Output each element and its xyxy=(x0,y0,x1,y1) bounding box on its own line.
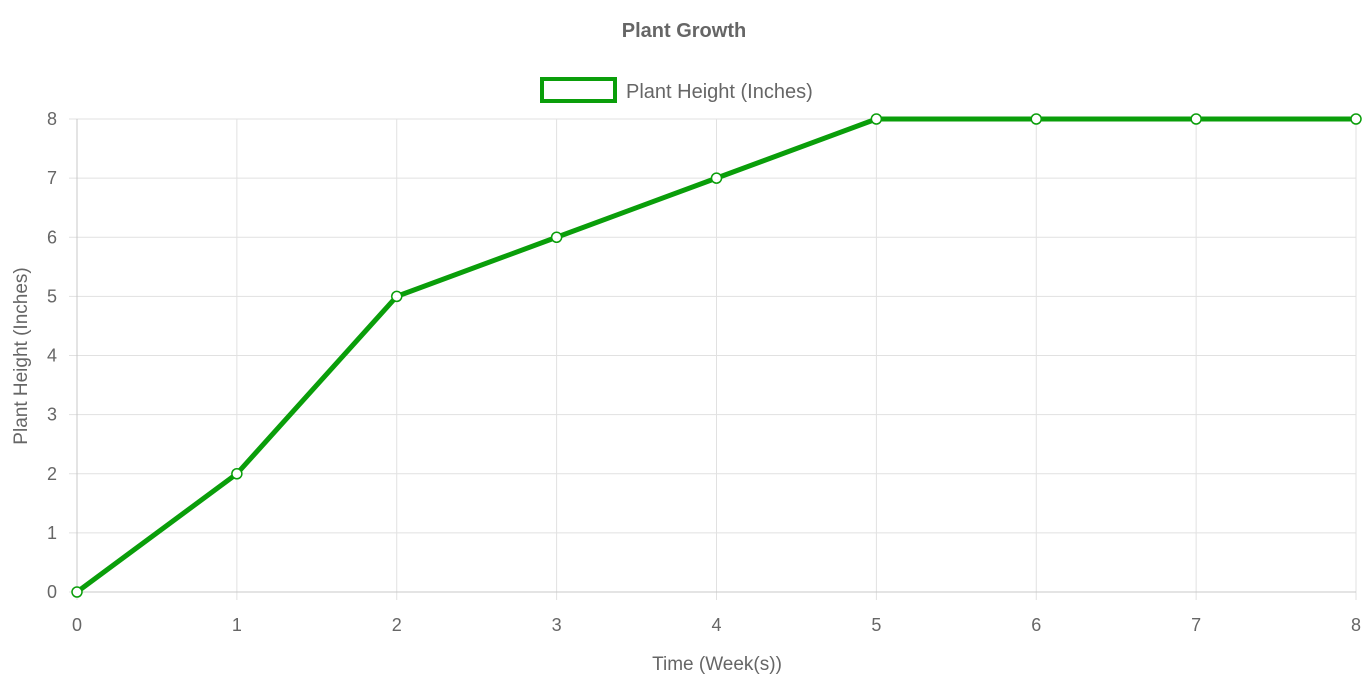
y-tick-label: 1 xyxy=(47,523,57,543)
x-axis-title: Time (Week(s)) xyxy=(652,654,782,675)
data-point[interactable] xyxy=(710,172,723,184)
y-tick-label: 2 xyxy=(47,464,57,484)
x-tick-label: 5 xyxy=(871,615,881,635)
y-tick-label: 0 xyxy=(47,582,57,602)
data-point[interactable] xyxy=(391,290,403,303)
axes: 0 1 2 3 4 5 6 7 8 0 1 2 3 4 5 6 7 8 xyxy=(47,109,1361,635)
y-tick-label: 5 xyxy=(47,286,57,306)
x-tick-label: 2 xyxy=(392,615,402,635)
data-point[interactable] xyxy=(870,113,883,125)
data-point[interactable] xyxy=(231,468,243,480)
y-tick-label: 4 xyxy=(47,346,57,366)
y-tick-label: 7 xyxy=(47,168,57,188)
legend[interactable]: Plant Height (Inches) xyxy=(540,77,813,103)
legend-swatch xyxy=(540,77,617,103)
y-tick-label: 6 xyxy=(47,227,57,247)
data-point[interactable] xyxy=(1190,113,1202,125)
y-axis-title: Plant Height (Inches) xyxy=(11,267,32,444)
data-point[interactable] xyxy=(1350,113,1362,125)
x-tick-label: 0 xyxy=(72,615,82,635)
x-tick-label: 8 xyxy=(1351,615,1361,635)
y-tick-label: 8 xyxy=(47,109,57,129)
x-tick-label: 4 xyxy=(711,615,721,635)
x-tick-label: 1 xyxy=(232,615,242,635)
grid xyxy=(69,118,1357,600)
data-point[interactable] xyxy=(1030,113,1042,125)
x-tick-label: 6 xyxy=(1031,615,1041,635)
data-point[interactable] xyxy=(550,231,563,243)
legend-label: Plant Height (Inches) xyxy=(626,81,813,103)
x-tick-label: 3 xyxy=(552,615,562,635)
series-plant-height xyxy=(71,113,1362,598)
data-point[interactable] xyxy=(71,586,83,598)
chart-title: Plant Growth xyxy=(622,20,746,42)
x-tick-label: 7 xyxy=(1191,615,1201,635)
y-tick-label: 3 xyxy=(47,405,57,425)
